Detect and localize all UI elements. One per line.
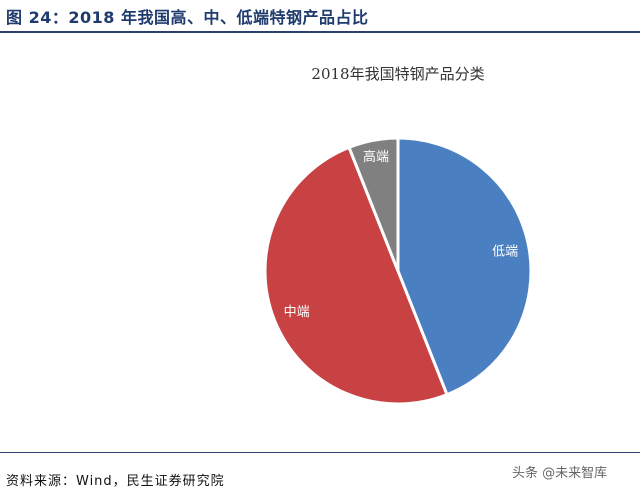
source-divider: [0, 452, 640, 453]
source-note: 资料来源：Wind，民生证券研究院: [6, 474, 225, 489]
watermark: 头条 @未来智库: [512, 466, 608, 481]
title-divider: [0, 31, 640, 33]
pie-label-0: 低端: [492, 245, 518, 260]
pie-slices: [263, 136, 533, 406]
chart-area: 2018年我国特钢产品分类 低端中端 高端: [0, 34, 640, 450]
figure-title: 图 24：2018 年我国高、中、低端特钢产品占比: [6, 8, 369, 27]
chart-title: 2018年我国特钢产品分类: [311, 65, 484, 83]
pie-slice-0: [396, 136, 533, 397]
pie-slice-1: [263, 145, 449, 406]
pie-label-1: 中端: [284, 305, 310, 320]
pie-slice-2: [347, 136, 400, 273]
pie-label-2: 高端: [363, 149, 389, 165]
